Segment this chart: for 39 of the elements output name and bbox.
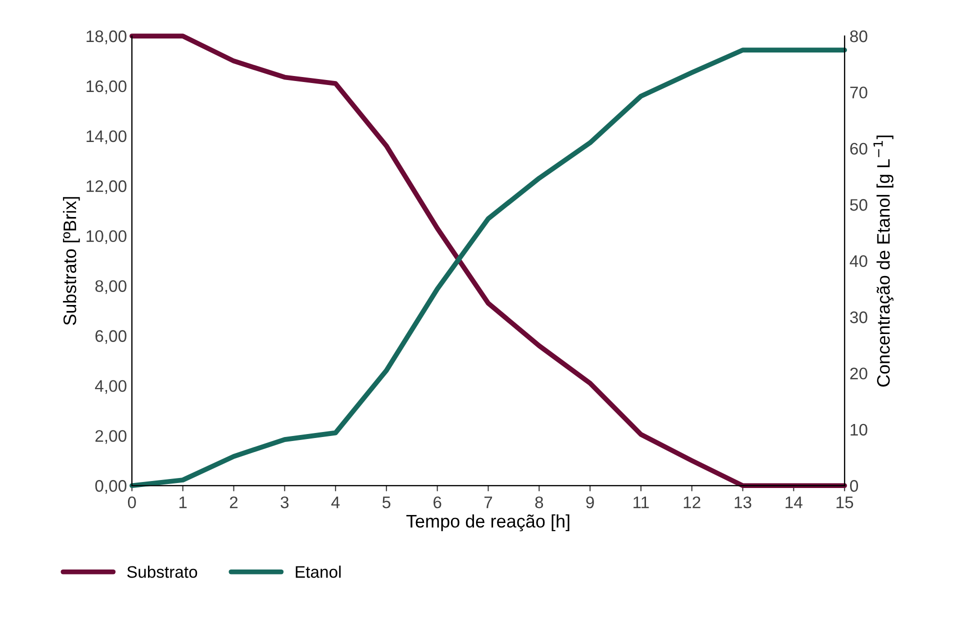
x-tick-label: 5 [382,496,390,508]
x-tick-label: 15 [836,496,854,508]
y2-tick-label: 60 [850,142,868,155]
y2-tick-label: 80 [850,30,868,42]
y-tick-label: 6,00 [95,330,126,344]
y-tick-label: 12,00 [86,180,126,194]
y-tick-label: 2,00 [95,430,126,444]
x-axis-title: Tempo de reação [h] [406,514,570,532]
x-tick-label: 11 [634,496,649,508]
y-tick-label: 18,00 [86,30,126,44]
x-tick-label: 6 [434,496,442,508]
x-tick-label: 4 [331,496,340,508]
y2-tick-label: 10 [850,424,868,436]
y-tick-label: 16,00 [86,80,126,94]
y2-tick-label: 50 [850,199,868,211]
y2-tick-label: 30 [850,311,868,324]
x-tick-label: 1 [179,496,187,508]
x-tick-label: 3 [280,496,289,508]
y-tick-label: 10,00 [86,230,126,244]
x-tick-label: 13 [734,496,752,508]
y-tick-label: 4,00 [95,380,126,394]
x-tick-label: 14 [786,496,802,508]
x-tick-label: 8 [535,496,544,508]
y-tick-label: 0,00 [95,480,126,494]
x-tick-label: 2 [230,496,238,508]
legend-label: Etanol [296,566,341,578]
x-tick-label: 12 [684,496,700,508]
legend-label: Substrato [127,566,198,578]
x-tick-label: 9 [586,496,594,508]
y2-tick-label: 20 [850,368,868,380]
y2-axis-title: Concentração de Etanol [g L$^{−1}$] [874,136,894,387]
x-tick-label: 7 [484,496,492,508]
y2-tick-label: 70 [850,86,868,98]
y-tick-label: 14,00 [86,130,126,144]
y2-tick-label: 0 [850,480,858,492]
y-tick-label: 8,00 [95,280,126,294]
y-axis-title: Substrato [ºBrix] [62,197,80,326]
x-tick-label: 0 [128,496,136,508]
y2-tick-label: 40 [850,255,868,268]
